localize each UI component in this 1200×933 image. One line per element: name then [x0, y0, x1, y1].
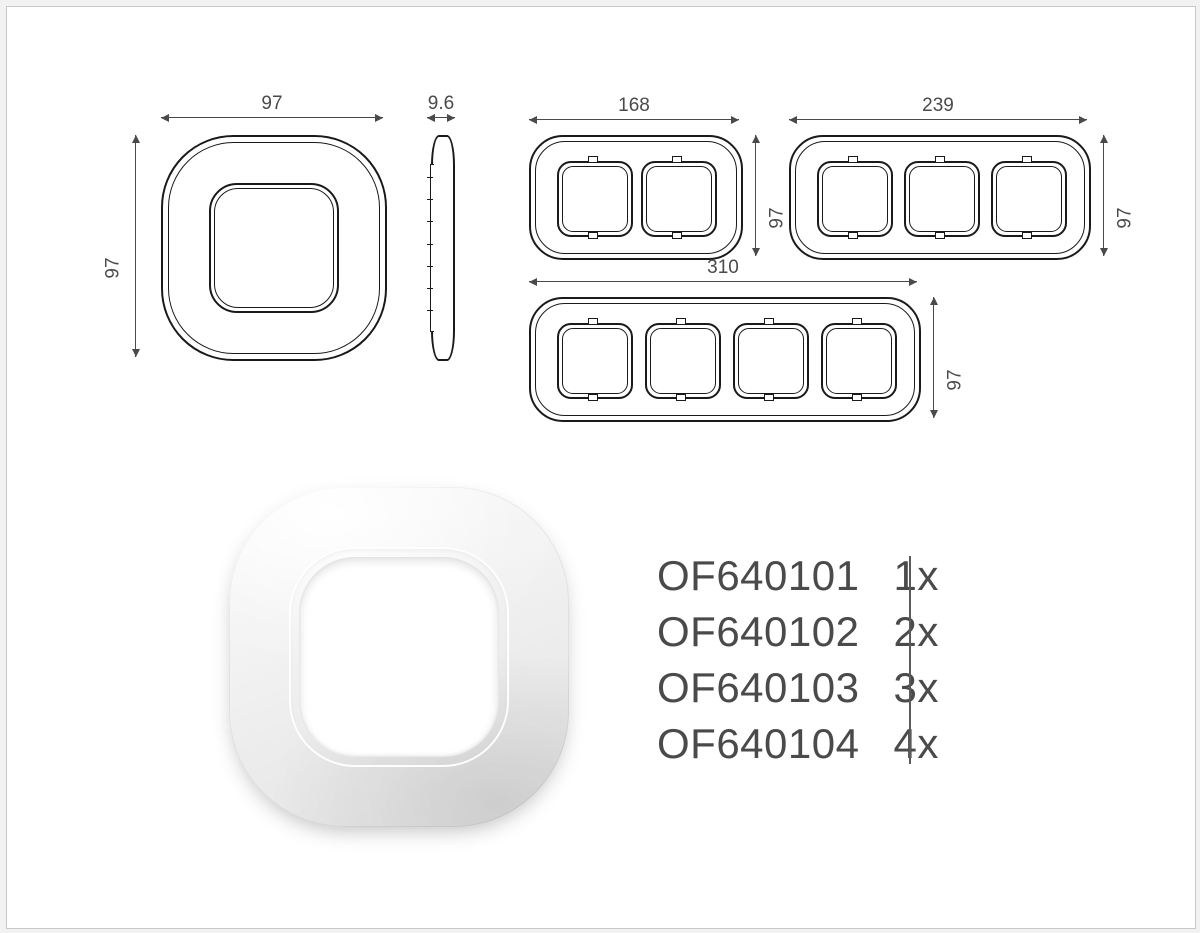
dimension-line	[427, 117, 455, 118]
dimension-label: 9.6	[428, 93, 454, 115]
qty: 4x	[893, 720, 938, 768]
dimension-label: 97	[945, 369, 967, 390]
diagram-4gang-frame	[529, 297, 921, 422]
dimension-label: 97	[767, 207, 789, 228]
table-divider	[909, 556, 911, 764]
diagram-2gang-frame	[529, 135, 743, 260]
product-render	[229, 487, 569, 827]
dimension-line	[755, 135, 756, 256]
sku: OF640104	[657, 720, 859, 768]
qty: 2x	[893, 608, 938, 656]
dimension-line	[1103, 135, 1104, 256]
dimension-label: 239	[922, 95, 954, 117]
sku: OF640101	[657, 552, 859, 600]
dimension-label: 97	[1115, 207, 1137, 228]
dimension-line	[933, 297, 934, 418]
diagram-3gang-frame	[789, 135, 1091, 260]
sku: OF640102	[657, 608, 859, 656]
dimension-line	[161, 117, 383, 118]
page: 97 97 9.6 168 97 239 97 310 97 OF640101 1…	[6, 6, 1196, 929]
dimension-label: 97	[261, 93, 282, 115]
qty: 1x	[893, 552, 938, 600]
dimension-label: 310	[707, 257, 739, 279]
dimension-line	[135, 135, 136, 357]
diagram-single-frame	[161, 135, 387, 361]
qty: 3x	[893, 664, 938, 712]
product-table: OF640101 1x OF640102 2x OF640103 3x OF64010…	[657, 552, 939, 768]
dimension-line	[529, 119, 739, 120]
dimension-line	[529, 281, 917, 282]
sku: OF640103	[657, 664, 859, 712]
diagram-side-profile	[431, 135, 455, 361]
dimension-line	[789, 119, 1087, 120]
dimension-label: 168	[618, 95, 650, 117]
dimension-label: 97	[103, 257, 125, 278]
